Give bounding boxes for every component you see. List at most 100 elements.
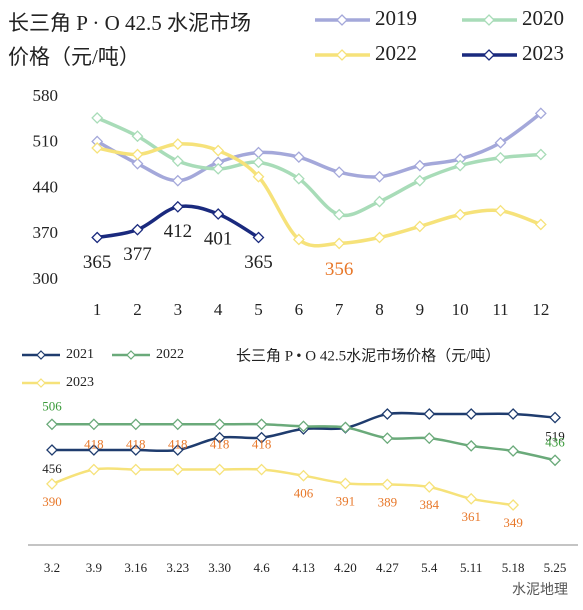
data-label: 389 (378, 494, 398, 509)
point-marker (454, 208, 467, 221)
data-label: 519 (545, 429, 565, 444)
point-marker (213, 463, 226, 476)
x-tick-label: 3.9 (86, 560, 102, 575)
x-tick-label: 10 (452, 300, 469, 319)
data-label: 377 (123, 244, 152, 265)
y-tick-label: 510 (33, 132, 59, 151)
point-marker (252, 170, 265, 183)
legend-label: 2021 (66, 347, 94, 362)
x-tick-label: 5.18 (502, 560, 525, 575)
point-marker (454, 159, 467, 172)
legend-label: 2022 (375, 41, 417, 65)
x-tick-label: 4 (214, 300, 223, 319)
y-tick-label: 370 (33, 223, 59, 242)
point-marker (373, 170, 386, 183)
point-marker (212, 208, 225, 220)
point-marker (91, 142, 104, 154)
data-label: 506 (42, 398, 62, 413)
x-tick-label: 8 (375, 300, 384, 319)
point-marker (297, 469, 310, 482)
point-marker (507, 445, 520, 457)
point-marker (549, 454, 561, 467)
legend-marker (483, 14, 495, 26)
x-tick-label: 1 (93, 300, 102, 319)
point-marker (494, 136, 507, 149)
series-line (51, 467, 514, 507)
data-label: 406 (294, 486, 314, 501)
point-marker (381, 408, 394, 420)
point-marker (339, 477, 352, 490)
chart-title: 长三角 P · O 42.5 水泥市场价格（元/吨） (8, 11, 252, 69)
point-marker (333, 208, 346, 221)
legend-label: 2020 (522, 6, 564, 30)
point-marker (171, 174, 184, 187)
point-marker (534, 107, 547, 120)
y-tick-label: 580 (33, 86, 59, 105)
point-marker (171, 200, 184, 213)
data-label: 418 (126, 437, 146, 452)
x-tick-label: 9 (416, 300, 425, 319)
point-marker (252, 156, 265, 169)
point-marker (292, 233, 305, 246)
point-marker (131, 148, 144, 161)
point-marker (131, 223, 144, 236)
x-tick-label: 4.27 (376, 560, 399, 575)
point-marker (534, 148, 547, 161)
point-marker (129, 463, 142, 476)
point-marker (423, 432, 436, 445)
point-marker (549, 411, 561, 424)
legend-marker (483, 49, 495, 61)
point-marker (333, 166, 346, 179)
series-line (96, 116, 541, 218)
point-marker (213, 431, 226, 444)
point-marker (534, 218, 547, 231)
point-marker (46, 444, 58, 456)
x-tick-label: 3.2 (44, 560, 60, 575)
point-marker (333, 237, 346, 250)
point-marker (212, 162, 225, 175)
point-marker (87, 463, 100, 476)
point-marker (255, 463, 268, 476)
data-label: 390 (42, 494, 62, 509)
point-marker (292, 151, 305, 164)
point-marker (297, 420, 310, 433)
watermark: 水泥地理 (512, 582, 568, 598)
x-tick-label: 7 (335, 300, 344, 319)
point-marker (255, 418, 268, 431)
x-tick-label: 3.16 (124, 560, 147, 575)
point-marker (465, 492, 478, 505)
point-marker (413, 220, 426, 233)
data-label: 361 (461, 509, 481, 524)
point-marker (381, 432, 394, 445)
chart-title: 长三角 P • O 42.5水泥市场价格（元/吨） (236, 347, 500, 364)
x-tick-label: 4.6 (253, 560, 270, 575)
x-tick-label: 4.13 (292, 560, 315, 575)
x-tick-label: 12 (532, 300, 549, 319)
point-marker (423, 408, 436, 420)
point-marker (129, 444, 142, 456)
data-label: 401 (204, 228, 233, 249)
x-tick-label: 3 (174, 300, 183, 319)
point-marker (339, 421, 352, 434)
point-marker (131, 130, 144, 143)
x-tick-label: 5.11 (460, 560, 482, 575)
legend-label: 2022 (156, 347, 184, 362)
legend-label: 2023 (66, 375, 94, 390)
point-marker (91, 111, 104, 124)
data-label: 384 (420, 497, 440, 512)
point-marker (423, 481, 436, 493)
point-marker (213, 418, 226, 431)
legend-marker (36, 350, 46, 360)
point-marker (255, 431, 268, 444)
x-tick-label: 11 (492, 300, 508, 319)
point-marker (292, 172, 305, 185)
point-marker (131, 157, 144, 170)
point-marker (87, 418, 100, 431)
point-marker (252, 231, 265, 244)
y-tick-label: 440 (33, 177, 59, 196)
data-label: 418 (252, 437, 272, 452)
data-label: 418 (84, 437, 104, 452)
point-marker (413, 174, 426, 187)
